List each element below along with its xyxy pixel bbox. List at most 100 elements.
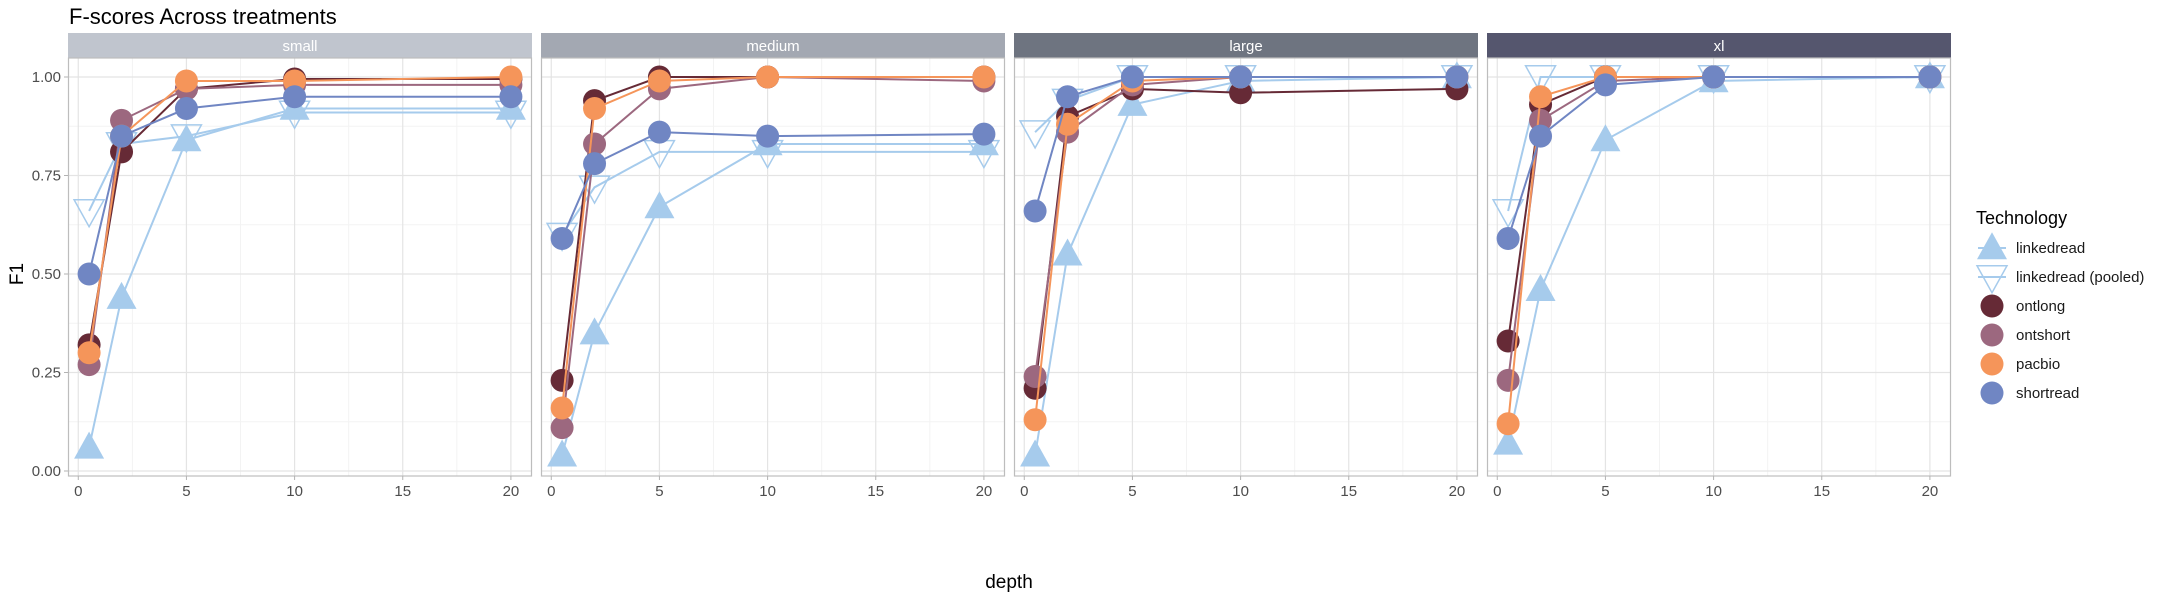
y-tick-label: 0.00 (32, 463, 61, 480)
x-tick-label: 5 (1128, 483, 1136, 500)
x-tick-label: 10 (1705, 483, 1722, 500)
legend-item-ontlong: ontlong (1980, 294, 2065, 318)
data-point-shortread (1229, 65, 1253, 89)
data-point-shortread (550, 227, 574, 251)
data-point-shortread (1056, 85, 1080, 109)
data-point-linkedread (1590, 124, 1621, 152)
data-point-ontshort (1023, 364, 1047, 388)
x-tick-label: 20 (503, 483, 520, 500)
series-shortread (77, 85, 523, 286)
legend-key-linkedread-icon (1977, 232, 2007, 260)
data-point-pacbio (499, 65, 523, 89)
facet-strip-label: small (282, 38, 317, 55)
data-point-linkedread-pooled (1018, 120, 1052, 150)
x-tick-label: 0 (1020, 483, 1028, 500)
data-point-shortread (499, 85, 523, 109)
panel-border (1013, 57, 1479, 477)
legend-key-shortread-icon (1980, 381, 2004, 405)
x-tick-label: 20 (1449, 483, 1466, 500)
y-tick-label: 0.75 (32, 168, 61, 185)
data-point-pacbio (283, 69, 307, 93)
data-point-ontshort (550, 416, 574, 440)
data-point-pacbio (1496, 412, 1520, 436)
x-tick-label: 10 (759, 483, 776, 500)
panel-background (541, 58, 1005, 476)
data-point-linkedread (1052, 238, 1083, 266)
panel-large: large 0 5 10 15 20 (1013, 33, 1479, 500)
legend-item-linkedread: linkedread (1977, 232, 2085, 260)
x-tick-label: 0 (74, 483, 82, 500)
data-point-linkedread (579, 317, 610, 345)
series-pacbio (77, 65, 523, 365)
x-tick-label: 15 (867, 483, 884, 500)
x-tick-label: 20 (1922, 483, 1939, 500)
data-point-shortread (1120, 65, 1144, 89)
y-axis-title: F1 (7, 263, 28, 285)
y-tick-label: 0.50 (32, 266, 61, 283)
series-linkedread (547, 128, 999, 467)
data-point-linkedread (106, 281, 137, 309)
facet-strip (1487, 33, 1951, 58)
x-tick-label: 5 (655, 483, 663, 500)
legend-item-ontshort: ontshort (1980, 323, 2071, 347)
panels: small 0 5 10 15 20 0.00 0.25 0.50 0.75 1.00 medium 0… (32, 33, 1952, 500)
data-point-shortread (756, 124, 780, 148)
data-point-pacbio (1529, 85, 1553, 109)
data-point-shortread (283, 85, 307, 109)
x-tick-label: 0 (1493, 483, 1501, 500)
legend-label: linkedread (pooled) (2016, 269, 2144, 286)
x-tick-label: 20 (976, 483, 993, 500)
legend-label: ontshort (2016, 327, 2071, 344)
facet-strip (68, 33, 532, 58)
data-point-linkedread-pooled (578, 175, 611, 205)
panel-background (1014, 58, 1478, 476)
data-point-shortread (1918, 65, 1942, 89)
data-point-pacbio (647, 69, 671, 93)
legend-item-linkedread-pooled: linkedread (pooled) (1975, 265, 2144, 295)
data-point-linkedread-pooled (170, 124, 203, 154)
legend-key-ontlong-icon (1980, 294, 2004, 318)
data-point-shortread (77, 262, 101, 286)
data-point-shortread (583, 152, 607, 176)
panel-xl: xl 0 5 10 15 20 (1486, 33, 1952, 500)
series-linkedread (1020, 61, 1472, 467)
data-point-shortread (1445, 65, 1469, 89)
series-pacbio (550, 65, 996, 420)
data-point-ontlong (550, 368, 574, 392)
panel-background (1487, 58, 1951, 476)
facet-strip (1014, 33, 1478, 58)
data-point-linkedread-pooled (1524, 65, 1557, 95)
data-point-shortread (1593, 73, 1617, 97)
panel-background (68, 58, 532, 476)
series-line-linkedread-pooled (88, 111, 511, 212)
series-shortread (1496, 65, 1942, 251)
data-point-pacbio (174, 69, 198, 93)
series-shortread (550, 120, 996, 251)
data-point-shortread (174, 97, 198, 121)
x-tick-label: 15 (394, 483, 411, 500)
legend-item-pacbio: pacbio (1980, 352, 2060, 376)
data-point-ontshort (1496, 368, 1520, 392)
data-point-linkedread (171, 124, 202, 152)
x-axis-title: depth (985, 572, 1033, 593)
legend-label: ontlong (2016, 298, 2065, 315)
data-point-linkedread (1525, 274, 1556, 302)
data-point-shortread (1529, 124, 1553, 148)
data-point-linkedread (644, 191, 675, 219)
data-point-linkedread (74, 431, 105, 459)
data-point-shortread (1023, 199, 1047, 223)
x-tick-label: 5 (1601, 483, 1609, 500)
legend-key-ontshort-icon (1980, 323, 2004, 347)
y-tick-label: 1.00 (32, 69, 61, 86)
data-point-pacbio (583, 97, 607, 121)
chart-title: F-scores Across treatments (69, 4, 337, 29)
x-tick-label: 10 (1232, 483, 1249, 500)
legend-label: shortread (2016, 385, 2079, 402)
data-point-linkedread (1117, 88, 1148, 116)
data-point-linkedread-pooled (72, 198, 106, 229)
data-point-linkedread (1020, 439, 1051, 467)
series-shortread (1023, 65, 1469, 223)
panel-border (67, 57, 533, 477)
data-point-shortread (110, 124, 134, 148)
